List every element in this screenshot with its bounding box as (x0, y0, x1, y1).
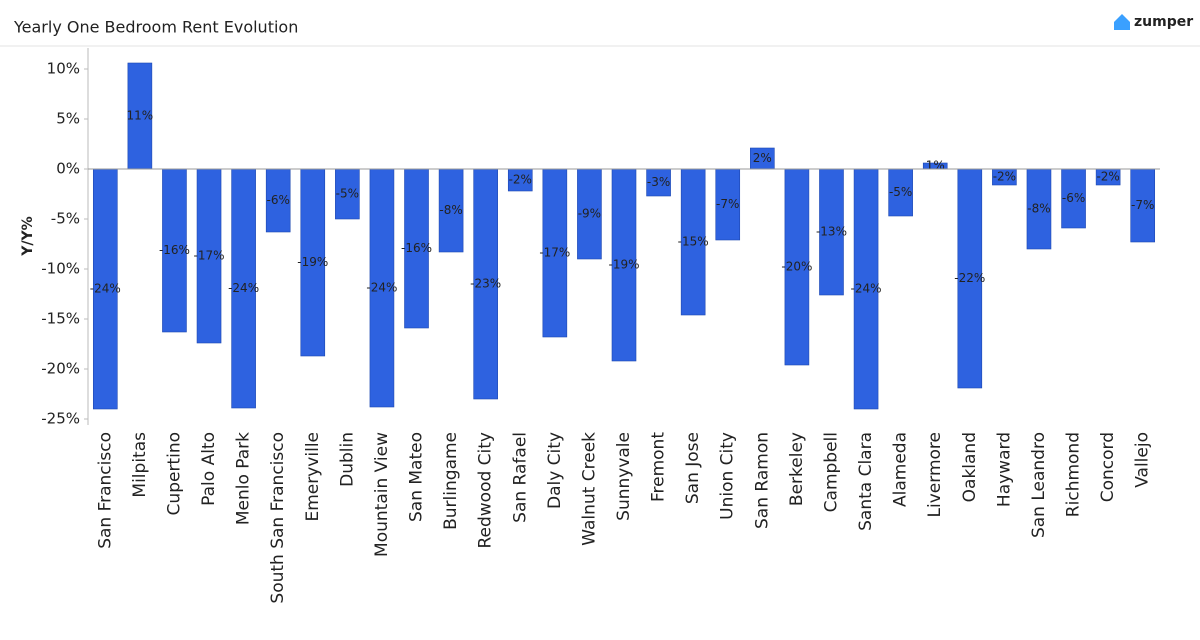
value-label: -24% (366, 281, 397, 295)
bar (162, 168, 187, 333)
x-tick-label: Concord (1098, 432, 1118, 502)
y-tick-label: 5% (56, 110, 80, 128)
x-tick-label: Dublin (337, 432, 357, 487)
value-label: -24% (851, 282, 882, 296)
value-label: 11% (127, 109, 154, 123)
x-tick-label: Emeryville (303, 432, 323, 522)
bar (715, 168, 741, 241)
x-tick-label: Alameda (891, 432, 911, 507)
bar (577, 168, 602, 260)
x-tick-label: Sunnyvale (614, 432, 634, 521)
bar (957, 168, 983, 389)
x-tick-label: Mountain View (372, 432, 392, 557)
y-tick-label: -20% (41, 360, 80, 378)
value-label: -5% (336, 187, 359, 201)
bar (300, 168, 326, 357)
value-label: -6% (267, 193, 290, 207)
value-label: -7% (716, 197, 739, 211)
x-tick-label: Cupertino (164, 432, 184, 515)
value-label: -22% (954, 271, 985, 285)
bar (1026, 168, 1052, 250)
x-tick-label: Daly City (545, 432, 565, 509)
value-label: -2% (509, 173, 532, 187)
value-label: -16% (159, 243, 190, 257)
value-label: -8% (439, 203, 462, 217)
value-label: -24% (228, 281, 259, 295)
x-tick-label: San Leandro (1029, 432, 1049, 538)
brand-logo: zumper (1114, 14, 1193, 30)
x-tick-label: Berkeley (787, 432, 807, 506)
bar (473, 168, 498, 400)
y-tick-label: 0% (56, 160, 80, 178)
bar (335, 168, 360, 220)
chart-title: Yearly One Bedroom Rent Evolution (13, 18, 298, 37)
bar (1061, 168, 1086, 229)
value-label: -15% (678, 235, 709, 249)
x-tick-label: Oakland (960, 432, 980, 502)
x-tick-label: San Mateo (407, 432, 427, 522)
x-tick-label: Vallejo (1133, 432, 1153, 488)
bar (404, 168, 429, 329)
value-label: -13% (816, 225, 847, 239)
x-tick-label: San Jose (683, 432, 703, 504)
value-label: -19% (608, 258, 639, 272)
x-tick-label: San Rafael (510, 432, 530, 523)
x-tick-label: Richmond (1064, 432, 1084, 517)
x-tick-label: Union City (718, 432, 738, 520)
value-label: -3% (647, 175, 670, 189)
y-tick-label: -10% (41, 260, 80, 278)
x-tick-label: Walnut Creek (579, 432, 599, 546)
x-tick-label: Fremont (649, 432, 669, 502)
brand: zumper (1134, 14, 1193, 30)
x-tick-label: Hayward (994, 432, 1014, 507)
bar (265, 168, 291, 233)
value-label: 2% (753, 151, 772, 165)
y-tick-label: -5% (51, 210, 80, 228)
y-tick-label: -25% (41, 410, 80, 428)
x-tick-label: South San Francisco (268, 432, 288, 604)
y-axis-label: Y/Y% (20, 216, 36, 256)
value-label: -19% (297, 255, 328, 269)
value-label: -7% (1131, 198, 1154, 212)
bar (1130, 168, 1156, 243)
y-tick-label: 10% (47, 60, 80, 78)
x-tick-label: Campbell (821, 432, 841, 512)
x-tick-label: Palo Alto (199, 432, 219, 506)
value-label: -17% (194, 249, 225, 263)
x-tick-label: Santa Clara (856, 432, 876, 531)
value-label: -23% (470, 277, 501, 291)
bar (646, 168, 671, 197)
y-tick-label: -15% (41, 310, 80, 328)
value-label: -24% (90, 282, 121, 296)
x-tick-label: Redwood City (476, 432, 496, 549)
value-label: -2% (1096, 170, 1119, 184)
bar (542, 168, 568, 338)
value-label: -5% (889, 185, 912, 199)
x-tick-label: Menlo Park (234, 432, 254, 525)
bar (231, 168, 256, 409)
value-label: -2% (993, 170, 1016, 184)
value-label: -17% (539, 246, 570, 260)
value-label: -16% (401, 241, 432, 255)
bar (853, 168, 879, 410)
bar (611, 168, 637, 362)
bar (438, 168, 464, 253)
value-label: -9% (578, 207, 601, 221)
bar (127, 62, 153, 170)
value-label: -8% (1027, 202, 1050, 216)
bar (819, 168, 844, 296)
bar (369, 168, 395, 408)
bar (196, 168, 222, 344)
value-label: -6% (1062, 191, 1085, 205)
x-tick-label: Milpitas (130, 432, 150, 498)
bar (784, 168, 810, 366)
bar (680, 168, 706, 316)
x-tick-label: Burlingame (441, 432, 461, 530)
x-tick-label: San Francisco (95, 432, 115, 549)
value-label: 1% (926, 159, 945, 173)
x-tick-label: Livermore (925, 432, 945, 517)
x-tick-label: San Ramon (752, 432, 772, 529)
value-label: -20% (781, 260, 812, 274)
